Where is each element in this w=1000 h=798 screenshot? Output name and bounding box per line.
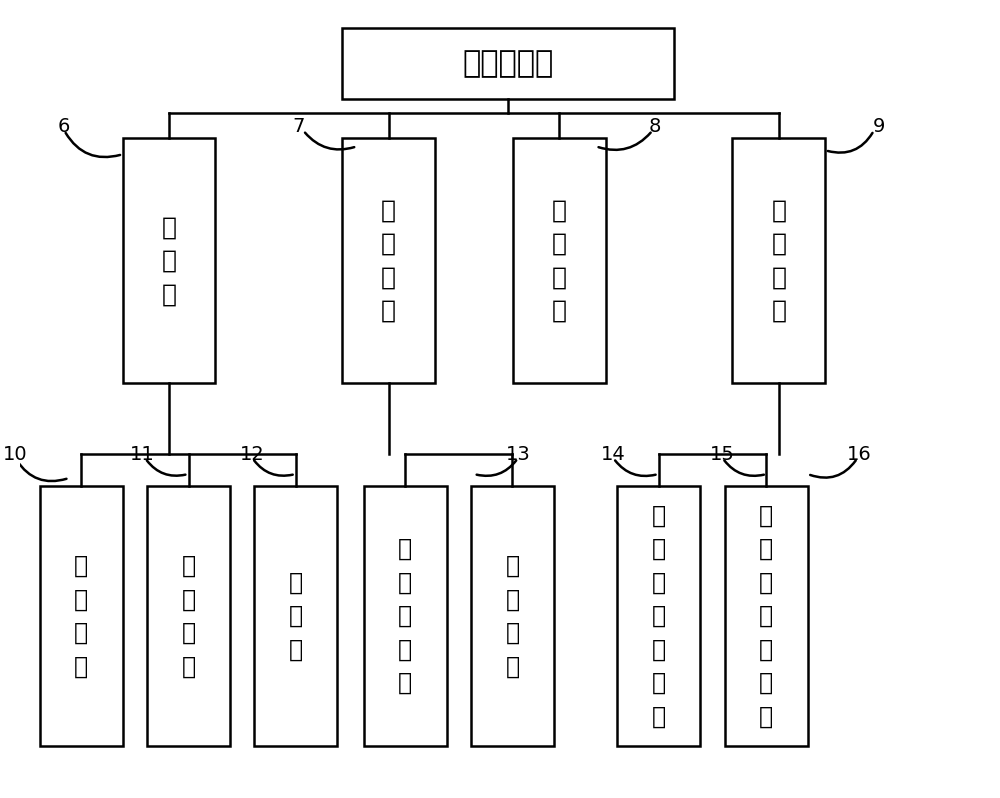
Text: 第
一
压
力
传
感
器: 第 一 压 力 传 感 器 (652, 504, 666, 729)
FancyArrowPatch shape (66, 133, 120, 157)
Text: 14: 14 (601, 444, 626, 464)
FancyArrowPatch shape (477, 460, 516, 476)
Text: 10: 10 (3, 444, 28, 464)
FancyArrowPatch shape (147, 460, 185, 476)
FancyBboxPatch shape (617, 486, 700, 746)
FancyBboxPatch shape (364, 486, 447, 746)
FancyArrowPatch shape (810, 460, 856, 478)
Text: 装载分系统: 装载分系统 (462, 49, 554, 78)
Text: 传
送
装
置: 传 送 装 置 (381, 199, 396, 323)
FancyBboxPatch shape (342, 28, 674, 99)
Text: 12: 12 (240, 444, 265, 464)
Text: 装
料
装
置: 装 料 装 置 (552, 199, 567, 323)
Text: 13: 13 (505, 444, 530, 464)
Text: 16: 16 (847, 444, 872, 464)
FancyBboxPatch shape (254, 486, 337, 746)
Text: 称
重
装
置: 称 重 装 置 (771, 199, 786, 323)
Text: 8: 8 (648, 117, 661, 136)
FancyBboxPatch shape (40, 486, 123, 746)
Text: 同
步
传
送
带: 同 步 传 送 带 (398, 537, 412, 695)
FancyBboxPatch shape (732, 138, 825, 383)
FancyArrowPatch shape (254, 460, 293, 476)
Text: 箱
体
标
签: 箱 体 标 签 (74, 554, 88, 678)
FancyArrowPatch shape (828, 133, 872, 152)
FancyBboxPatch shape (123, 138, 215, 383)
Text: 第
二
压
力
传
感
器: 第 二 压 力 传 感 器 (759, 504, 773, 729)
Text: 动
态
门: 动 态 门 (289, 571, 303, 662)
FancyArrowPatch shape (615, 460, 656, 476)
Text: 步
进
装
置: 步 进 装 置 (505, 554, 520, 678)
FancyArrowPatch shape (17, 460, 66, 481)
FancyArrowPatch shape (305, 132, 354, 149)
Text: 11: 11 (130, 444, 155, 464)
FancyArrowPatch shape (724, 460, 764, 476)
Text: 6: 6 (58, 117, 70, 136)
FancyBboxPatch shape (342, 138, 435, 383)
FancyArrowPatch shape (599, 132, 651, 150)
Text: 7: 7 (292, 117, 305, 136)
FancyBboxPatch shape (147, 486, 230, 746)
Text: 9: 9 (873, 117, 885, 136)
Text: 运
输
箱: 运 输 箱 (162, 215, 177, 306)
FancyBboxPatch shape (471, 486, 554, 746)
FancyBboxPatch shape (513, 138, 606, 383)
FancyBboxPatch shape (725, 486, 808, 746)
Text: 15: 15 (710, 444, 735, 464)
Text: 定
位
模
块: 定 位 模 块 (182, 554, 196, 678)
